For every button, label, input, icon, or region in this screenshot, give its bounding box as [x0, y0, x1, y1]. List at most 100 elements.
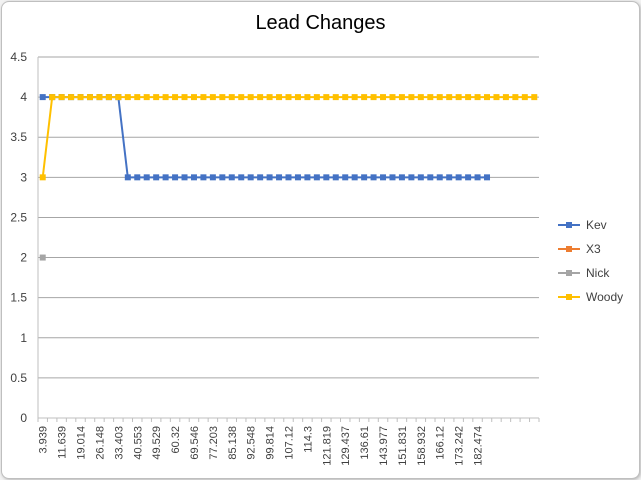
data-point-woody — [294, 94, 301, 101]
data-point-woody — [512, 94, 519, 101]
data-point-woody — [276, 94, 283, 101]
y-tick-label: 2 — [20, 251, 27, 265]
y-tick-label: 2.5 — [10, 210, 27, 224]
x-tick-label: 136.61 — [359, 426, 371, 460]
data-point-kev — [351, 174, 358, 181]
data-point-kev — [398, 174, 405, 181]
data-point-kev — [313, 174, 320, 181]
data-point-kev — [427, 174, 434, 181]
data-point-kev — [370, 174, 377, 181]
data-point-woody — [58, 94, 65, 101]
data-point-woody — [238, 94, 245, 101]
y-tick-label: 0 — [20, 411, 27, 425]
data-point-woody — [484, 94, 491, 101]
x-tick-label: 19.014 — [76, 426, 88, 460]
x-tick-label: 33.403 — [113, 426, 125, 460]
x-tick-label: 151.831 — [397, 426, 409, 466]
data-point-woody — [209, 94, 216, 101]
data-point-woody — [115, 94, 122, 101]
x-tick-label: 11.639 — [57, 426, 69, 459]
data-point-woody — [389, 94, 396, 101]
data-point-kev — [209, 174, 216, 181]
data-point-woody — [342, 94, 349, 101]
y-tick-label: 3 — [20, 170, 27, 184]
data-point-kev — [219, 174, 226, 181]
data-point-woody — [370, 94, 377, 101]
data-point-kev — [285, 174, 292, 181]
data-point-woody — [86, 94, 93, 101]
x-tick-label: 182.474 — [473, 426, 485, 466]
x-tick-label: 49.529 — [151, 426, 163, 460]
legend-label: Woody — [586, 290, 623, 304]
data-point-woody — [49, 94, 56, 101]
data-point-woody — [257, 94, 264, 101]
data-point-woody — [68, 94, 75, 101]
data-point-kev — [484, 174, 491, 181]
data-point-nick — [39, 254, 46, 261]
data-point-woody — [408, 94, 415, 101]
data-point-woody — [105, 94, 112, 101]
data-point-woody — [228, 94, 235, 101]
data-point-woody — [124, 94, 131, 101]
data-point-woody — [172, 94, 179, 101]
data-point-woody — [474, 94, 481, 101]
x-tick-label: 99.814 — [265, 426, 277, 460]
x-tick-label: 69.546 — [189, 426, 201, 460]
data-point-kev — [294, 174, 301, 181]
data-point-woody — [493, 94, 500, 101]
data-point-kev — [446, 174, 453, 181]
data-point-kev — [238, 174, 245, 181]
data-point-kev — [162, 174, 169, 181]
data-point-kev — [474, 174, 481, 181]
data-point-kev — [417, 174, 424, 181]
data-point-woody — [323, 94, 330, 101]
data-point-kev — [436, 174, 443, 181]
data-point-woody — [465, 94, 472, 101]
x-tick-label: 107.12 — [284, 426, 296, 460]
legend-swatch-marker — [566, 246, 572, 252]
data-point-woody — [332, 94, 339, 101]
data-point-woody — [521, 94, 528, 101]
data-point-kev — [380, 174, 387, 181]
data-point-kev — [257, 174, 264, 181]
data-point-kev — [455, 174, 462, 181]
x-tick-label: 166.12 — [435, 426, 447, 460]
x-tick-label: 40.553 — [132, 426, 144, 460]
data-point-woody — [427, 94, 434, 101]
data-point-kev — [408, 174, 415, 181]
data-point-woody — [304, 94, 311, 101]
chart-title: Lead Changes — [255, 12, 386, 34]
data-point-woody — [190, 94, 197, 101]
data-point-woody — [417, 94, 424, 101]
data-point-kev — [361, 174, 368, 181]
y-tick-label: 0.5 — [10, 371, 27, 385]
data-point-kev — [332, 174, 339, 181]
x-tick-label: 114.3 — [302, 426, 314, 453]
x-tick-label: 3.939 — [38, 426, 50, 454]
data-point-kev — [143, 174, 150, 181]
x-tick-label: 173.242 — [454, 426, 466, 466]
data-point-kev — [39, 94, 46, 101]
data-point-kev — [153, 174, 160, 181]
legend-swatch-marker — [566, 222, 572, 228]
x-tick-label: 158.932 — [416, 426, 428, 466]
y-tick-label: 1.5 — [10, 291, 27, 305]
data-point-kev — [228, 174, 235, 181]
data-point-kev — [134, 174, 141, 181]
data-point-woody — [219, 94, 226, 101]
x-tick-label: 129.437 — [340, 426, 352, 466]
data-point-woody — [181, 94, 188, 101]
data-point-kev — [389, 174, 396, 181]
data-point-kev — [304, 174, 311, 181]
y-tick-label: 3.5 — [10, 130, 27, 144]
data-point-woody — [247, 94, 254, 101]
data-point-kev — [181, 174, 188, 181]
legend-label: X3 — [586, 242, 601, 256]
data-point-woody — [96, 94, 103, 101]
data-point-kev — [342, 174, 349, 181]
data-point-woody — [285, 94, 292, 101]
data-point-woody — [380, 94, 387, 101]
data-point-kev — [465, 174, 472, 181]
data-point-kev — [172, 174, 179, 181]
